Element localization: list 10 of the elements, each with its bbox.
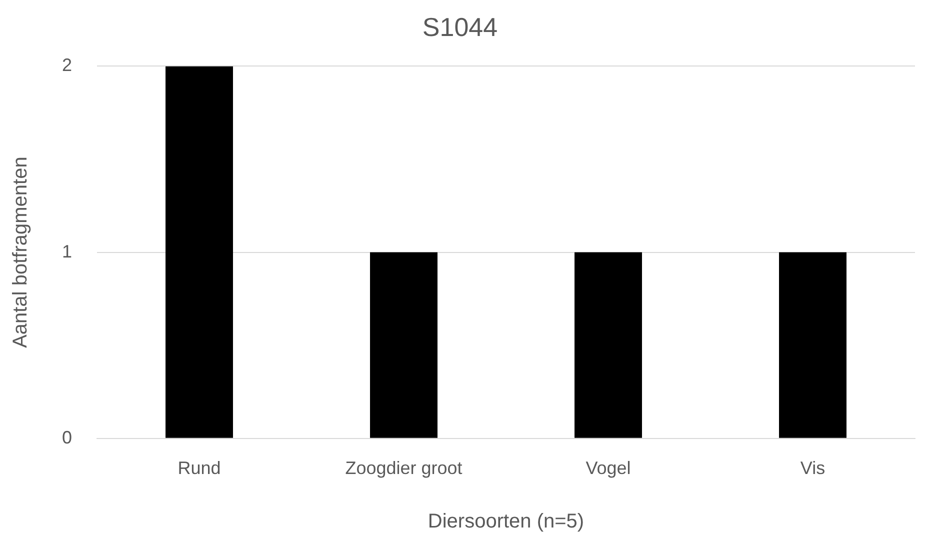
x-tick-label: Vis xyxy=(800,458,826,478)
x-tick-label: Vogel xyxy=(586,458,631,478)
y-tick-label: 2 xyxy=(62,55,72,76)
x-tick-label: Zoogdier groot xyxy=(345,458,462,478)
x-axis-title: Diersoorten (n=5) xyxy=(428,510,584,533)
y-tick-label: 1 xyxy=(62,241,72,262)
y-axis-title: Aantal botfragmenten xyxy=(10,156,32,348)
chart-title: S1044 xyxy=(422,12,498,42)
y-tick-label: 0 xyxy=(62,427,72,448)
x-tick-label: Rund xyxy=(178,458,221,478)
